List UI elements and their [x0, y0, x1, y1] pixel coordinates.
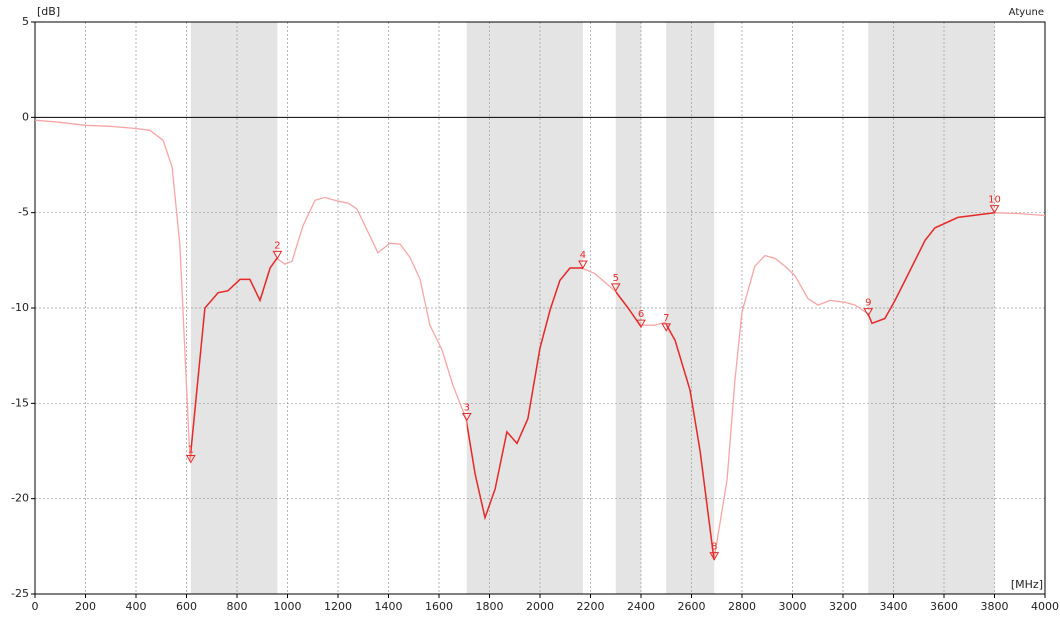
- x-tick-label: 2600: [678, 600, 706, 613]
- y-axis-label: [dB]: [37, 5, 60, 18]
- marker-label: 6: [638, 309, 644, 320]
- y-tick-label: -5: [18, 206, 29, 219]
- marker: [863, 308, 874, 317]
- marker: [185, 454, 196, 464]
- marker-label: 9: [865, 298, 871, 309]
- y-tick-label: -15: [11, 396, 29, 409]
- x-tick-label: 1200: [324, 600, 352, 613]
- marker-label: 2: [274, 240, 280, 251]
- marker: [272, 250, 283, 260]
- marker: [461, 412, 472, 422]
- marker: [610, 283, 621, 292]
- x-tick-label: 200: [75, 600, 96, 613]
- y-tick-label: 5: [22, 15, 29, 28]
- x-tick-label: 4000: [1031, 600, 1059, 613]
- marker: [989, 205, 1000, 214]
- plot-frame: [34, 21, 1046, 595]
- y-tick-label: -10: [11, 301, 29, 314]
- marker-label: 8: [711, 542, 717, 553]
- marker: [661, 323, 672, 332]
- x-tick-label: 800: [227, 600, 248, 613]
- x-tick-label: 400: [126, 600, 147, 613]
- x-tick-label: 1600: [425, 600, 453, 613]
- y-tick-label: 0: [22, 110, 29, 123]
- marker-label: 1: [188, 444, 194, 455]
- marker-label: 10: [988, 195, 1001, 206]
- chart-title: Atyune: [1009, 7, 1044, 18]
- y-tick-label: -20: [11, 492, 29, 505]
- marker: [578, 260, 588, 269]
- x-tick-label: 3800: [981, 600, 1009, 613]
- marker-label: 3: [464, 402, 470, 413]
- x-tick-label: 1000: [274, 600, 302, 613]
- marker: [636, 319, 646, 329]
- x-tick-label: 2400: [627, 600, 655, 613]
- marker: [709, 552, 720, 561]
- x-tick-label: 3600: [930, 600, 958, 613]
- y-tick-label: -25: [11, 587, 29, 600]
- x-tick-label: 2000: [526, 600, 554, 613]
- x-tick-label: 0: [32, 600, 39, 613]
- marker-label: 7: [663, 313, 669, 324]
- x-tick-label: 3200: [829, 600, 857, 613]
- marker-label: 4: [580, 250, 586, 261]
- x-tick-label: 1800: [476, 600, 504, 613]
- marker-label: 5: [613, 273, 619, 284]
- x-tick-label: 600: [176, 600, 197, 613]
- x-tick-label: 1400: [375, 600, 403, 613]
- x-tick-label: 2800: [728, 600, 756, 613]
- x-tick-label: 3000: [779, 600, 807, 613]
- x-tick-label: 2200: [577, 600, 605, 613]
- x-axis-label: [MHz]: [1011, 578, 1043, 591]
- x-tick-label: 3400: [880, 600, 908, 613]
